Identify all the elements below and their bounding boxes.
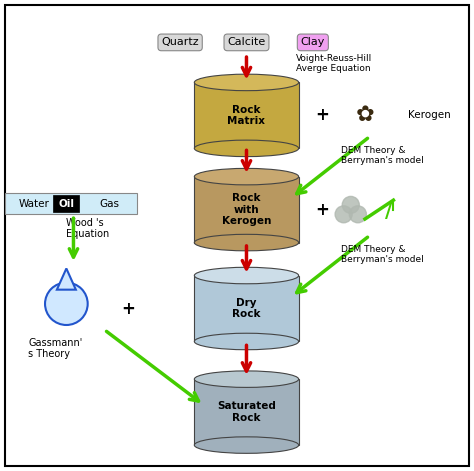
Text: +: + (315, 106, 329, 124)
FancyBboxPatch shape (5, 193, 137, 214)
Text: /: / (385, 203, 392, 221)
FancyBboxPatch shape (53, 195, 79, 212)
Text: Wood 's
Equation: Wood 's Equation (66, 218, 109, 239)
Ellipse shape (194, 169, 299, 185)
Text: Water: Water (19, 199, 50, 209)
Ellipse shape (194, 234, 299, 251)
Text: +: + (315, 201, 329, 219)
Circle shape (349, 206, 366, 223)
Ellipse shape (194, 268, 299, 284)
Ellipse shape (194, 74, 299, 90)
Text: Oil: Oil (58, 199, 74, 209)
Text: +: + (121, 300, 135, 317)
FancyBboxPatch shape (194, 276, 299, 341)
Text: Rock
Matrix: Rock Matrix (228, 105, 265, 126)
Text: Dry
Rock: Dry Rock (232, 298, 261, 319)
Circle shape (342, 196, 359, 213)
Text: Kerogen: Kerogen (408, 110, 450, 121)
Text: DEM Theory &
Berryman's model: DEM Theory & Berryman's model (341, 146, 424, 165)
Text: Saturated
Rock: Saturated Rock (217, 401, 276, 423)
Ellipse shape (194, 333, 299, 349)
Ellipse shape (194, 140, 299, 156)
Text: Rock
with
Kerogen: Rock with Kerogen (222, 193, 271, 226)
Circle shape (335, 206, 352, 223)
FancyBboxPatch shape (194, 177, 299, 243)
Text: Quartz: Quartz (161, 37, 199, 48)
Text: Gas: Gas (100, 199, 119, 209)
Ellipse shape (194, 371, 299, 387)
FancyBboxPatch shape (194, 379, 299, 445)
FancyBboxPatch shape (194, 82, 299, 148)
Ellipse shape (194, 437, 299, 453)
Text: ✿: ✿ (356, 106, 374, 125)
Text: Clay: Clay (301, 37, 325, 48)
Text: Calcite: Calcite (228, 37, 265, 48)
FancyBboxPatch shape (5, 5, 469, 466)
Text: Gassmann'
s Theory: Gassmann' s Theory (28, 338, 82, 359)
Circle shape (45, 283, 88, 325)
Text: Voight-Reuss-Hill
Averge Equation: Voight-Reuss-Hill Averge Equation (296, 54, 373, 73)
Polygon shape (57, 268, 76, 290)
Text: DEM Theory &
Berryman's model: DEM Theory & Berryman's model (341, 244, 424, 264)
